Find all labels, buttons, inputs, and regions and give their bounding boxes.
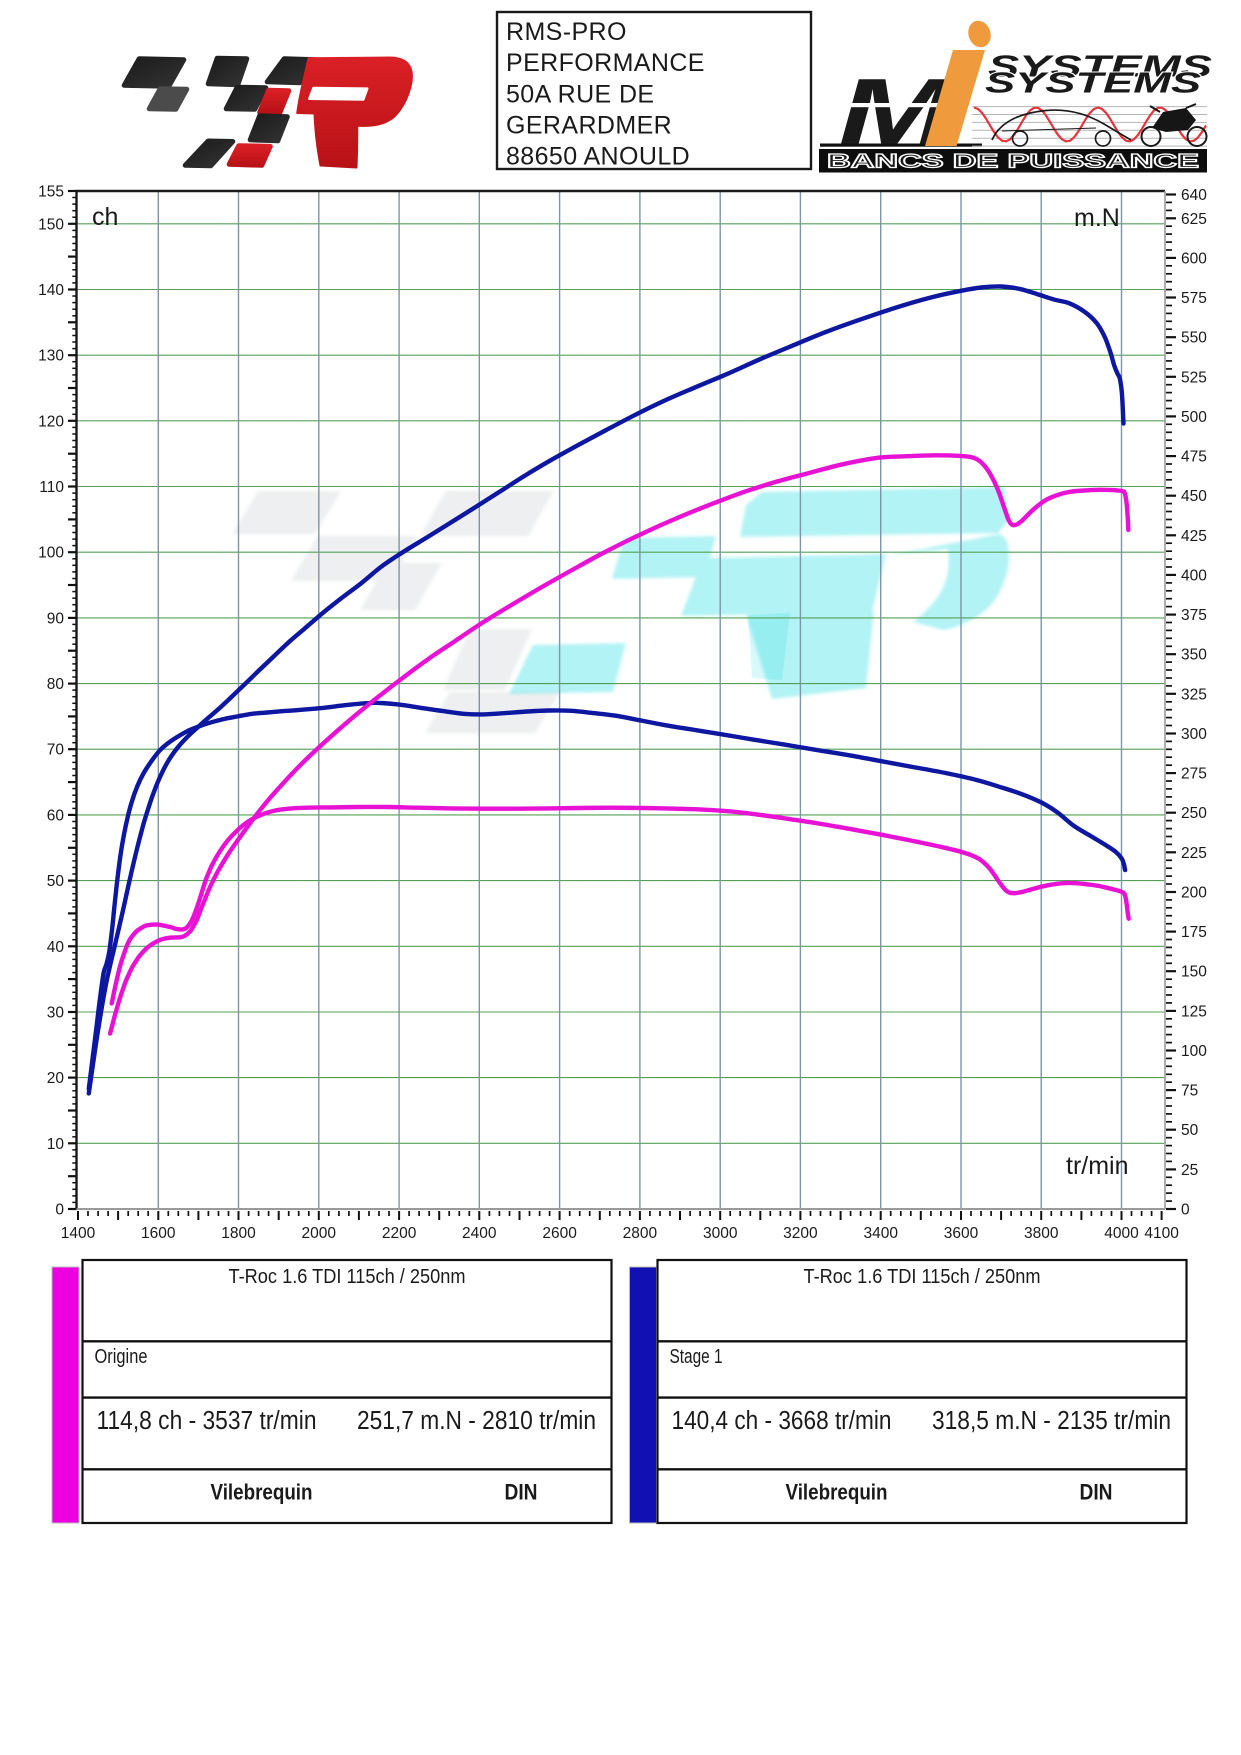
svg-text:1800: 1800 xyxy=(221,1225,256,1242)
svg-text:250: 250 xyxy=(1181,805,1207,822)
svg-text:425: 425 xyxy=(1181,528,1207,545)
svg-text:600: 600 xyxy=(1181,250,1207,267)
svg-text:RMS-PRO: RMS-PRO xyxy=(506,18,627,46)
svg-text:525: 525 xyxy=(1181,369,1207,386)
svg-text:251,7 m.N - 2810 tr/min: 251,7 m.N - 2810 tr/min xyxy=(357,1407,596,1435)
svg-text:275: 275 xyxy=(1181,766,1207,783)
svg-text:Origine: Origine xyxy=(95,1346,148,1368)
svg-text:450: 450 xyxy=(1181,488,1207,505)
svg-text:Vilebrequin: Vilebrequin xyxy=(786,1480,888,1505)
svg-text:75: 75 xyxy=(1181,1083,1198,1100)
svg-text:Vilebrequin: Vilebrequin xyxy=(211,1480,313,1505)
svg-text:4000: 4000 xyxy=(1104,1225,1139,1242)
svg-text:2400: 2400 xyxy=(462,1225,497,1242)
svg-text:575: 575 xyxy=(1181,290,1207,307)
svg-text:70: 70 xyxy=(47,742,65,759)
svg-text:50: 50 xyxy=(47,873,65,890)
svg-text:500: 500 xyxy=(1181,409,1207,426)
svg-text:4100: 4100 xyxy=(1144,1225,1179,1242)
svg-text:150: 150 xyxy=(1181,964,1207,981)
svg-text:155: 155 xyxy=(38,184,64,201)
svg-text:90: 90 xyxy=(47,610,65,627)
svg-text:50: 50 xyxy=(1181,1122,1199,1139)
svg-text:BANCS DE PUISSANCE: BANCS DE PUISSANCE xyxy=(827,152,1199,173)
svg-text:60: 60 xyxy=(47,807,65,824)
svg-text:50A RUE DE: 50A RUE DE xyxy=(506,80,655,108)
svg-text:m.N: m.N xyxy=(1074,204,1120,232)
svg-text:640: 640 xyxy=(1181,187,1207,204)
svg-text:300: 300 xyxy=(1181,726,1207,743)
svg-text:225: 225 xyxy=(1181,845,1207,862)
svg-text:325: 325 xyxy=(1181,686,1207,703)
svg-text:2200: 2200 xyxy=(382,1225,417,1242)
svg-text:140: 140 xyxy=(38,282,64,299)
svg-text:SYSTEMS: SYSTEMS xyxy=(985,68,1202,100)
svg-text:80: 80 xyxy=(47,676,65,693)
svg-text:110: 110 xyxy=(39,479,64,496)
svg-text:318,5 m.N - 2135 tr/min: 318,5 m.N - 2135 tr/min xyxy=(932,1407,1171,1435)
svg-text:SYSTEMS: SYSTEMS xyxy=(988,49,1212,84)
svg-text:114,8 ch - 3537 tr/min: 114,8 ch - 3537 tr/min xyxy=(97,1407,317,1435)
svg-text:PERFORMANCE: PERFORMANCE xyxy=(506,49,705,77)
svg-text:10: 10 xyxy=(47,1136,65,1153)
svg-text:DIN: DIN xyxy=(505,1480,538,1505)
svg-text:20: 20 xyxy=(47,1070,65,1087)
svg-text:ch: ch xyxy=(92,203,118,231)
svg-text:3000: 3000 xyxy=(703,1225,738,1242)
svg-text:100: 100 xyxy=(38,545,64,562)
svg-text:150: 150 xyxy=(38,216,64,233)
svg-text:T-Roc 1.6 TDI 115ch / 250nm: T-Roc 1.6 TDI 115ch / 250nm xyxy=(804,1266,1041,1288)
svg-text:2600: 2600 xyxy=(542,1225,577,1242)
svg-text:30: 30 xyxy=(47,1005,65,1022)
svg-text:0: 0 xyxy=(1181,1202,1190,1219)
svg-text:120: 120 xyxy=(38,413,64,430)
svg-text:175: 175 xyxy=(1181,924,1207,941)
svg-text:350: 350 xyxy=(1181,647,1207,664)
svg-text:3600: 3600 xyxy=(944,1225,979,1242)
svg-text:550: 550 xyxy=(1181,330,1207,347)
svg-text:200: 200 xyxy=(1181,885,1207,902)
svg-text:DIN: DIN xyxy=(1080,1480,1113,1505)
svg-text:1600: 1600 xyxy=(141,1225,176,1242)
svg-text:tr/min: tr/min xyxy=(1066,1152,1129,1180)
svg-text:375: 375 xyxy=(1181,607,1207,624)
svg-text:GERARDMER: GERARDMER xyxy=(506,111,672,139)
svg-text:1400: 1400 xyxy=(61,1225,96,1242)
svg-text:0: 0 xyxy=(55,1202,64,1219)
svg-text:3400: 3400 xyxy=(863,1225,898,1242)
svg-text:T-Roc 1.6 TDI 115ch / 250nm: T-Roc 1.6 TDI 115ch / 250nm xyxy=(229,1266,466,1288)
svg-text:2000: 2000 xyxy=(302,1225,337,1242)
svg-text:40: 40 xyxy=(47,939,65,956)
svg-text:2800: 2800 xyxy=(623,1225,658,1242)
svg-text:140,4 ch - 3668 tr/min: 140,4 ch - 3668 tr/min xyxy=(672,1407,892,1435)
svg-text:625: 625 xyxy=(1181,211,1207,228)
svg-text:400: 400 xyxy=(1181,567,1207,584)
svg-text:88650 ANOULD: 88650 ANOULD xyxy=(506,142,690,170)
svg-text:3200: 3200 xyxy=(783,1225,818,1242)
svg-text:25: 25 xyxy=(1181,1162,1198,1179)
svg-text:125: 125 xyxy=(1181,1003,1207,1020)
svg-text:475: 475 xyxy=(1181,449,1207,466)
svg-text:Stage 1: Stage 1 xyxy=(670,1346,723,1368)
svg-text:3800: 3800 xyxy=(1024,1225,1059,1242)
svg-text:100: 100 xyxy=(1181,1043,1207,1060)
svg-text:130: 130 xyxy=(38,348,64,365)
